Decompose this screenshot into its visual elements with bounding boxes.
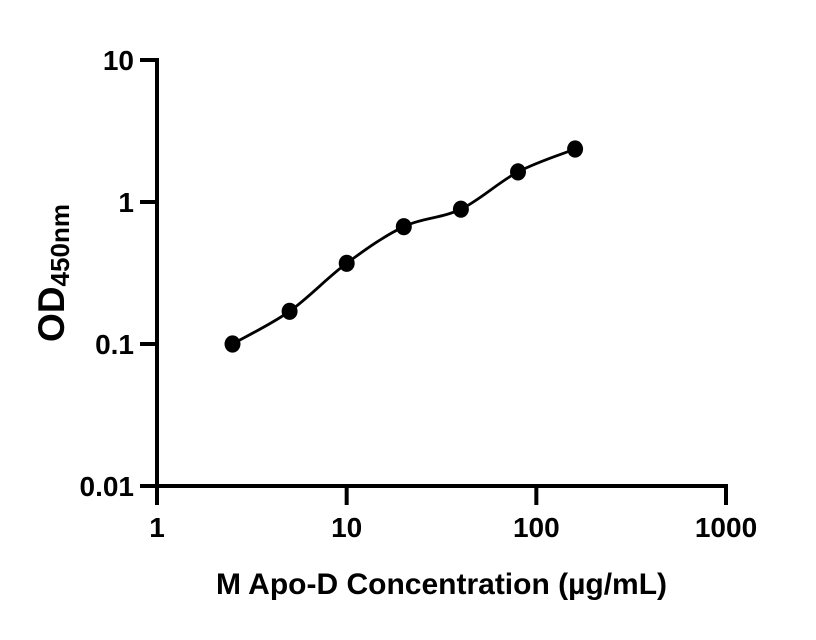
y-axis-title-subscript: 450nm [45, 204, 75, 286]
data-point [281, 302, 298, 320]
data-point [338, 254, 355, 272]
y-tick-label: 10 [103, 45, 134, 76]
data-point [224, 335, 241, 353]
y-axis-title: OD450nm [31, 204, 75, 342]
x-tick-label: 10 [331, 512, 362, 543]
x-axis-title: M Apo-D Concentration (µg/mL) [216, 568, 667, 601]
y-axis-title-main: OD [31, 286, 72, 342]
x-tick-label: 1 [149, 512, 165, 543]
data-point [567, 140, 584, 158]
y-tick-label: 0.1 [95, 329, 134, 360]
x-tick-label: 1000 [695, 512, 757, 543]
y-tick-label: 0.01 [80, 471, 135, 502]
data-point [452, 200, 469, 218]
y-tick-label: 1 [118, 187, 134, 218]
data-point [395, 218, 412, 236]
x-tick-label: 100 [513, 512, 560, 543]
data-point [510, 163, 526, 181]
